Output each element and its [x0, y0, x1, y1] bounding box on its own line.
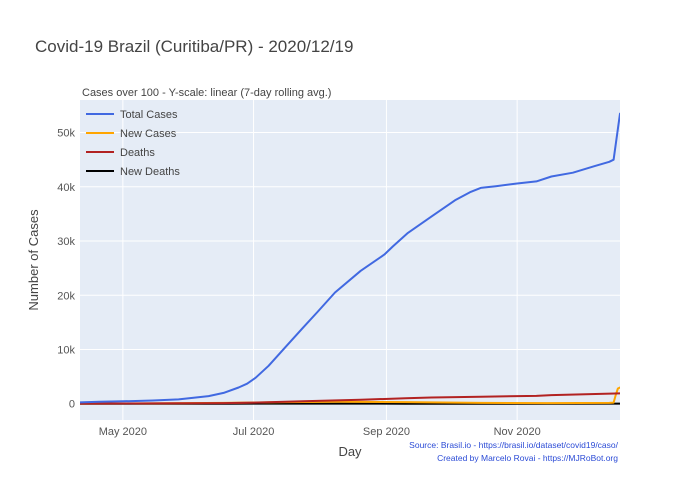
source-annotation: Source: Brasil.io - https://brasil.io/da…: [409, 440, 618, 450]
chart-subtitle: Cases over 100 - Y-scale: linear (7-day …: [82, 87, 331, 99]
legend: Total Cases New Cases Deaths New Deaths: [86, 109, 180, 178]
legend-label-deaths: Deaths: [120, 147, 155, 159]
legend-label-new-cases: New Cases: [120, 128, 177, 140]
chart-title: Covid-19 Brazil (Curitiba/PR) - 2020/12/…: [35, 37, 353, 56]
y-axis-label: Number of Cases: [26, 209, 41, 311]
x-tick-label: May 2020: [99, 426, 147, 438]
x-axis-label: Day: [338, 444, 362, 459]
plot-area: [80, 100, 620, 420]
series-line-deaths: [80, 392, 620, 405]
legend-label-total-cases: Total Cases: [120, 109, 178, 121]
x-tick-label: Jul 2020: [233, 426, 275, 438]
y-tick-label: 40k: [57, 182, 75, 194]
y-tick-label: 50k: [57, 128, 75, 140]
credit-annotation: Created by Marcelo Rovai - https://MJRoB…: [437, 453, 618, 463]
series-lines: [80, 112, 620, 405]
axis-ticks: 0 10k 20k 30k 40k 50k May 2020 Jul 2020 Sep 2020…: [57, 128, 540, 438]
y-tick-label: 20k: [57, 290, 75, 302]
x-tick-label: Nov 2020: [494, 426, 541, 438]
series-line-total-cases: [80, 112, 620, 404]
y-tick-label: 0: [69, 399, 75, 411]
y-tick-label: 30k: [57, 236, 75, 248]
legend-label-new-deaths: New Deaths: [120, 166, 180, 178]
x-tick-label: Sep 2020: [363, 426, 410, 438]
grid-lines: [80, 100, 620, 420]
y-tick-label: 10k: [57, 344, 75, 356]
